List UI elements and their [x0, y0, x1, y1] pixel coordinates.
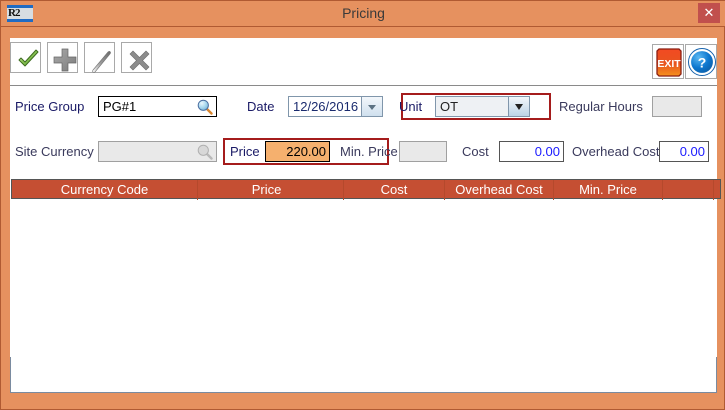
svg-text:EXIT: EXIT	[657, 58, 681, 70]
svg-text:?: ?	[698, 55, 707, 71]
